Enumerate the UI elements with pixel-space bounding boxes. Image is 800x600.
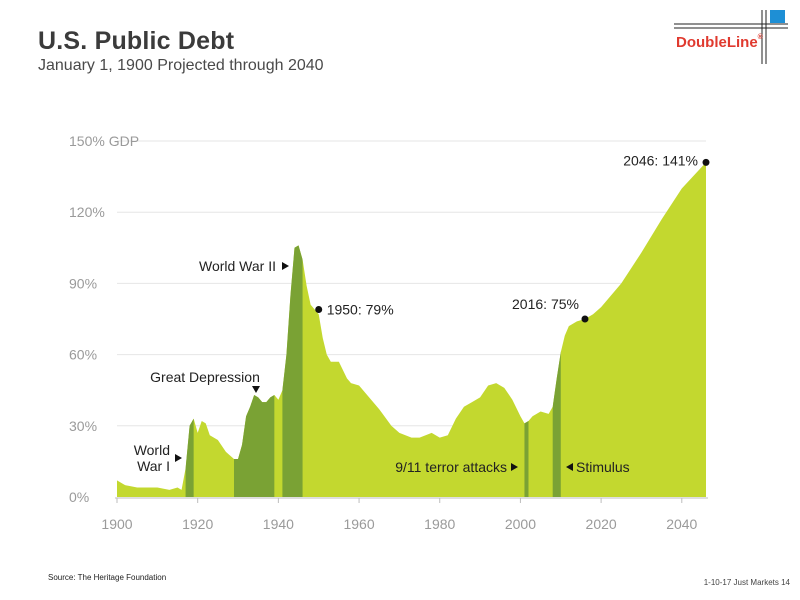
annotation-911-arrow-icon — [511, 463, 518, 471]
y-tick-label: 60% — [69, 347, 97, 363]
x-tick-label: 1960 — [343, 516, 374, 532]
highlight-band — [233, 162, 275, 497]
annotation-ww1-line2: War I — [137, 458, 170, 474]
y-tick-label: 30% — [69, 418, 97, 434]
page-title: U.S. Public Debt — [38, 27, 235, 55]
point-2046-dot — [702, 158, 710, 166]
highlight-band — [524, 162, 529, 497]
annotation-ww1-line1: World — [134, 442, 170, 458]
source-note: Source: The Heritage Foundation — [48, 573, 167, 582]
x-tick-label: 2020 — [586, 516, 617, 532]
x-tick-label: 1940 — [263, 516, 294, 532]
annotation-stimulus: Stimulus — [576, 459, 630, 475]
page-subtitle: January 1, 1900 Projected through 2040 — [38, 57, 324, 74]
point-1950-label: 1950: 79% — [327, 302, 394, 318]
point-1950-dot — [315, 306, 323, 314]
y-tick-label: 120% — [69, 204, 105, 220]
highlight-band — [552, 162, 561, 497]
y-tick-label: 150% GDP — [69, 133, 139, 149]
point-2046-label: 2046: 141% — [623, 152, 698, 168]
highlight-band — [282, 162, 303, 497]
annotation-great-depression-arrow-icon — [252, 386, 260, 393]
annotation-ww2-arrow-icon — [282, 262, 289, 270]
x-tick-label: 1980 — [424, 516, 455, 532]
point-2016-dot — [581, 315, 589, 323]
logo-lines-icon — [674, 10, 788, 64]
axis-layer: 0% 30% 60% 90% 120% 150% GDP 1900 1920 1940 1960 1… — [69, 133, 708, 532]
page-info: 1-10-17 Just Markets 14 — [703, 578, 790, 587]
annotation-great-depression: Great Depression — [150, 369, 260, 385]
y-tick-label: 90% — [69, 275, 97, 291]
area-layer — [117, 162, 706, 498]
highlight-band — [185, 162, 194, 497]
x-tick-label: 2000 — [505, 516, 536, 532]
annotation-ww2: World War II — [199, 258, 276, 274]
logo-text: DoubleLine® — [676, 34, 763, 51]
x-tick-label: 1900 — [101, 516, 132, 532]
point-2016-label: 2016: 75% — [512, 296, 579, 312]
y-tick-label: 0% — [69, 489, 89, 505]
annotation-ww1-arrow-icon — [175, 454, 182, 462]
x-tick-label: 1920 — [182, 516, 213, 532]
annotation-911: 9/11 terror attacks — [395, 459, 507, 475]
doubleline-logo: DoubleLine® — [660, 8, 790, 68]
annotation-stimulus-arrow-icon — [566, 463, 573, 471]
x-tick-label: 2040 — [666, 516, 697, 532]
